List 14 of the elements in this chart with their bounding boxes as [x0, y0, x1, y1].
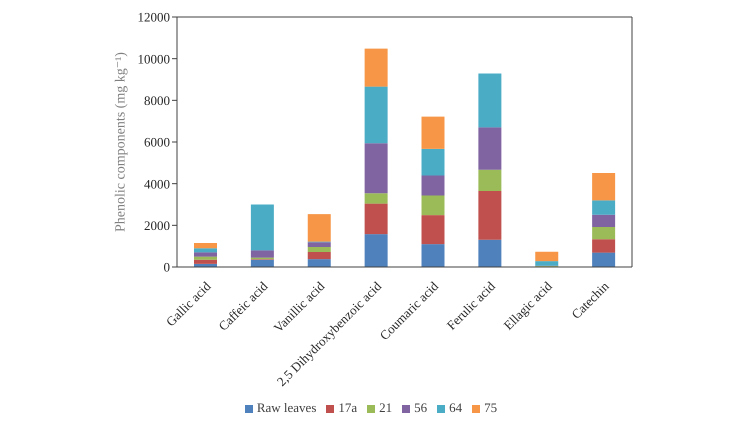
y-tick-label: 6000 — [144, 134, 170, 150]
y-tick-label: 12000 — [138, 10, 170, 25]
legend-label: 56 — [414, 400, 428, 415]
legend-label: 17a — [338, 400, 358, 415]
y-tick-label: 10000 — [138, 51, 170, 66]
legend-label: 75 — [484, 400, 498, 415]
y-tick-label: 8000 — [144, 92, 170, 108]
y-tick-label: 0 — [164, 260, 170, 275]
y-tick-label: 4000 — [144, 176, 170, 192]
legend-label: 64 — [449, 400, 462, 415]
y-axis-title: Phenolic components (mg kg⁻¹) — [113, 52, 128, 232]
y-tick-label: 2000 — [144, 218, 170, 233]
legend-label: Raw leaves — [256, 400, 316, 415]
legend-label: 21 — [379, 400, 392, 415]
